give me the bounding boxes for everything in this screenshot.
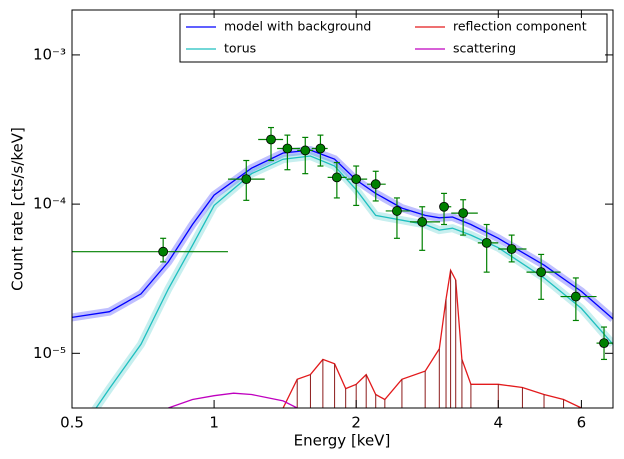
- legend-label: scattering: [453, 41, 516, 56]
- data-point: [570, 291, 581, 302]
- data-point: [331, 172, 342, 183]
- data-point: [370, 179, 381, 190]
- data-point: [351, 174, 362, 185]
- data-point: [417, 216, 428, 227]
- data-point: [300, 145, 311, 156]
- legend-label: torus: [224, 41, 256, 56]
- x-tick-label: 4: [494, 414, 504, 432]
- data-point: [481, 237, 492, 248]
- data-point: [158, 246, 169, 257]
- legend-label: reflection component: [453, 19, 587, 34]
- data-point: [241, 174, 252, 185]
- plot-area: [72, 10, 613, 408]
- data-point: [599, 338, 609, 349]
- data-point: [506, 244, 517, 254]
- data-point: [536, 267, 547, 278]
- y-axis-label: Count rate [cts/s/keV]: [9, 127, 27, 291]
- data-point: [315, 143, 326, 154]
- series-line: [168, 392, 298, 408]
- x-tick-label: 2: [351, 414, 361, 432]
- data-point: [282, 143, 293, 154]
- data-point: [392, 206, 402, 216]
- y-tick-label: 10⁻⁴: [33, 195, 66, 213]
- data-point: [458, 208, 469, 219]
- data-point: [266, 134, 276, 145]
- legend-box: [179, 13, 608, 63]
- y-tick-label: 10⁻³: [33, 45, 66, 63]
- data-point: [439, 201, 449, 212]
- axes-frame: [71, 9, 614, 409]
- legend-label: model with background: [224, 19, 371, 34]
- x-tick-label: 6: [577, 414, 587, 432]
- y-tick-label: 10⁻⁵: [33, 344, 66, 362]
- x-tick-label: 1: [209, 414, 219, 432]
- x-tick-label: 0.5: [60, 414, 84, 432]
- x-axis-label: Energy [keV]: [294, 432, 391, 450]
